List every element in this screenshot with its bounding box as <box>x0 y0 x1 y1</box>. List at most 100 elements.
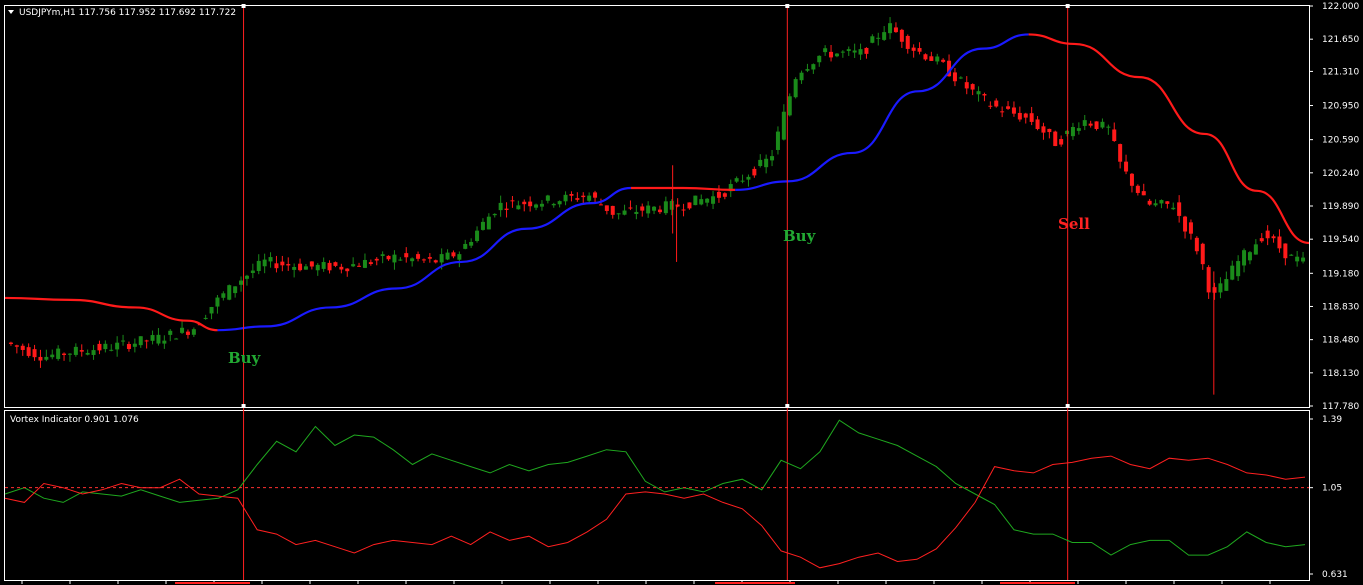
candle-body <box>50 354 55 358</box>
candle-body <box>1247 252 1252 261</box>
candle-body <box>1271 236 1276 239</box>
candle-body <box>8 342 13 344</box>
candle-body <box>905 35 910 49</box>
candle-body <box>1224 279 1229 291</box>
vortex-lines <box>4 419 1306 569</box>
candle-body <box>846 49 851 51</box>
candle-body <box>85 352 90 355</box>
candle-body <box>563 194 568 202</box>
candle-body <box>581 195 586 198</box>
candle-body <box>587 195 592 201</box>
candle-body <box>1283 243 1288 259</box>
candle-body <box>834 53 839 57</box>
candle-body <box>97 343 102 351</box>
signal-label-sell: Sell <box>1058 215 1090 233</box>
candle-body <box>427 257 432 259</box>
signal-vline-handle[interactable] <box>1065 404 1070 408</box>
candle-body <box>829 51 834 58</box>
candle-body <box>150 335 155 341</box>
candle-body <box>303 266 308 270</box>
candle-body <box>882 32 887 40</box>
candle-body <box>534 204 539 208</box>
signal-vline-handle[interactable] <box>785 404 790 408</box>
candle-body <box>1236 261 1241 277</box>
candle-body <box>628 207 633 209</box>
candle-body <box>486 216 491 230</box>
candle-body <box>144 340 149 342</box>
candle-body <box>923 54 928 60</box>
candle-body <box>1295 256 1300 262</box>
candle-body <box>463 243 468 249</box>
candle-body <box>1265 230 1270 239</box>
candle-body <box>156 334 161 344</box>
candle-body <box>457 254 462 260</box>
candle-body <box>1147 200 1152 205</box>
candle-body <box>1277 236 1282 249</box>
candle-body <box>292 267 297 270</box>
candle-body <box>888 23 893 34</box>
candle-body <box>374 258 379 261</box>
dropdown-triangle-icon[interactable] <box>8 10 14 14</box>
candle-body <box>1230 265 1235 280</box>
candle-body <box>221 293 226 298</box>
candle-body <box>1082 120 1087 126</box>
candle-body <box>475 230 480 242</box>
price-tick-label: 119.180 <box>1322 269 1359 279</box>
signal-vline-handle[interactable] <box>241 404 246 408</box>
signal-labels: Buy Buy Sell <box>228 215 1090 367</box>
symbol-header: USDJPYm,H1 117.756 117.952 117.692 117.7… <box>19 8 236 18</box>
candlestick-series <box>8 17 1306 395</box>
candle-body <box>445 252 450 260</box>
candle-body <box>917 48 922 52</box>
price-tick-label: 121.310 <box>1322 67 1359 77</box>
candle-body <box>982 94 987 96</box>
signal-vline-handle[interactable] <box>785 4 790 8</box>
candle-body <box>669 200 674 210</box>
candle-body <box>1242 250 1247 266</box>
signal-vline-handle[interactable] <box>1065 4 1070 8</box>
candle-body <box>1183 216 1188 232</box>
candle-body <box>1159 200 1164 204</box>
candle-body <box>1100 121 1105 128</box>
candle-body <box>770 156 775 161</box>
candle-body <box>433 260 438 263</box>
candle-body <box>870 36 875 43</box>
candle-body <box>451 252 456 257</box>
candle-body <box>970 84 975 90</box>
candle-body <box>764 158 769 168</box>
ma-segment-red <box>4 296 218 332</box>
candle-body <box>711 196 716 204</box>
price-tick-label: 119.890 <box>1322 202 1359 212</box>
candle-body <box>1212 287 1217 293</box>
candle-body <box>1177 202 1182 216</box>
price-tick-label: 120.590 <box>1322 136 1359 146</box>
candle-body <box>162 340 167 344</box>
candle-body <box>1301 257 1306 262</box>
candle-body <box>652 206 657 211</box>
candle-body <box>280 261 285 266</box>
candle-body <box>775 131 780 150</box>
candle-body <box>964 82 969 89</box>
candle-body <box>994 100 999 107</box>
candle-body <box>215 297 220 307</box>
candle-body <box>233 286 238 294</box>
candle-body <box>256 260 261 272</box>
candle-body <box>250 270 255 274</box>
candle-body <box>20 345 25 350</box>
candle-body <box>1129 173 1134 186</box>
candle-body <box>67 353 72 355</box>
price-tick-label: 122.000 <box>1322 2 1359 12</box>
candle-body <box>740 180 745 182</box>
candle-body <box>734 178 739 182</box>
candle-body <box>1188 222 1193 234</box>
signal-vline-handle[interactable] <box>241 4 246 8</box>
price-tick-label: 117.780 <box>1322 402 1359 412</box>
candle-body <box>1165 201 1170 204</box>
indicator-tick-label: 1.05 <box>1322 484 1342 494</box>
candle-body <box>593 192 598 198</box>
candle-body <box>126 344 131 349</box>
candle-body <box>675 204 680 207</box>
indicator-panel-frame <box>4 410 1310 581</box>
candle-body <box>209 306 214 314</box>
